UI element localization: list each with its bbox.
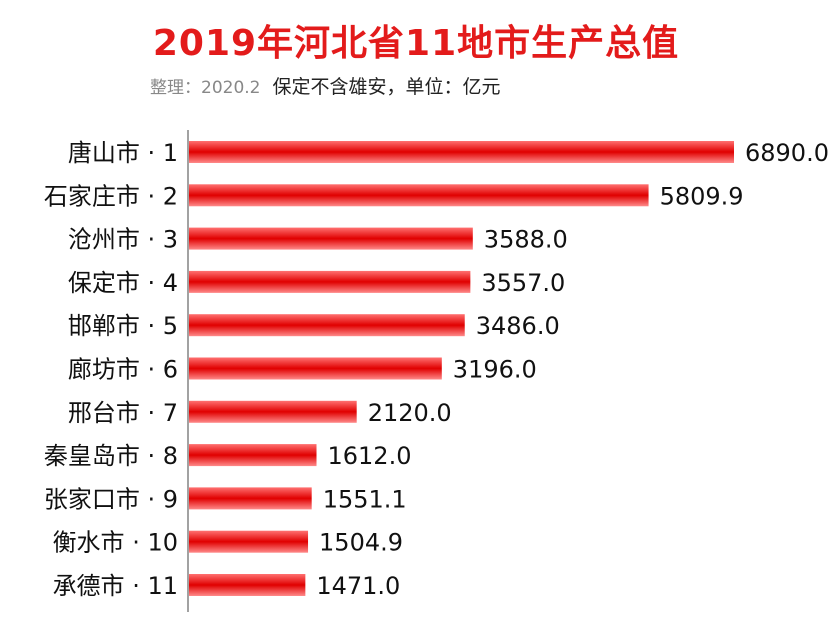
bar-3 [189, 227, 473, 250]
category-label-6: 廊坊市 · 6 [68, 356, 178, 384]
value-label-5: 3486.0 [476, 312, 560, 340]
category-label-7: 邢台市 · 7 [68, 399, 178, 427]
category-label-5: 邯郸市 · 5 [68, 312, 178, 340]
bar-10 [189, 530, 309, 553]
value-label-4: 3557.0 [481, 269, 565, 297]
value-label-7: 2120.0 [368, 399, 452, 427]
chart-title: 2019年河北省11地市生产总值 [152, 23, 680, 64]
bar-8 [189, 444, 317, 467]
value-label-9: 1551.1 [323, 485, 407, 513]
category-label-1: 唐山市 · 1 [68, 139, 178, 167]
value-label-3: 3588.0 [484, 226, 568, 254]
value-label-10: 1504.9 [319, 529, 403, 557]
value-label-11: 1471.0 [316, 572, 400, 600]
bar-9 [189, 487, 312, 510]
bar-2 [189, 184, 649, 207]
category-label-11: 承德市 · 11 [53, 572, 178, 600]
unit-note: 保定不含雄安，单位：亿元 [272, 76, 501, 98]
value-label-6: 3196.0 [453, 356, 537, 384]
category-label-9: 张家口市 · 9 [44, 485, 178, 513]
bar-6 [189, 357, 442, 380]
bar-1 [189, 141, 734, 163]
value-label-2: 5809.9 [660, 182, 744, 210]
category-label-3: 沧州市 · 3 [68, 226, 178, 254]
category-label-8: 秦皇岛市 · 8 [44, 442, 178, 470]
chart-subtitle: 整理：2020.2 保定不含雄安，单位：亿元 [150, 72, 750, 99]
category-label-10: 衡水市 · 10 [53, 529, 178, 557]
category-label-2: 石家庄市 · 2 [44, 182, 178, 210]
bar-11 [189, 574, 306, 596]
compile-date-note: 整理：2020.2 [150, 78, 261, 98]
bar-5 [189, 314, 465, 337]
value-label-1: 6890.0 [745, 139, 829, 167]
value-label-8: 1612.0 [328, 442, 412, 470]
bar-7 [189, 400, 357, 423]
bar-4 [189, 270, 471, 293]
category-label-4: 保定市 · 4 [68, 269, 178, 297]
